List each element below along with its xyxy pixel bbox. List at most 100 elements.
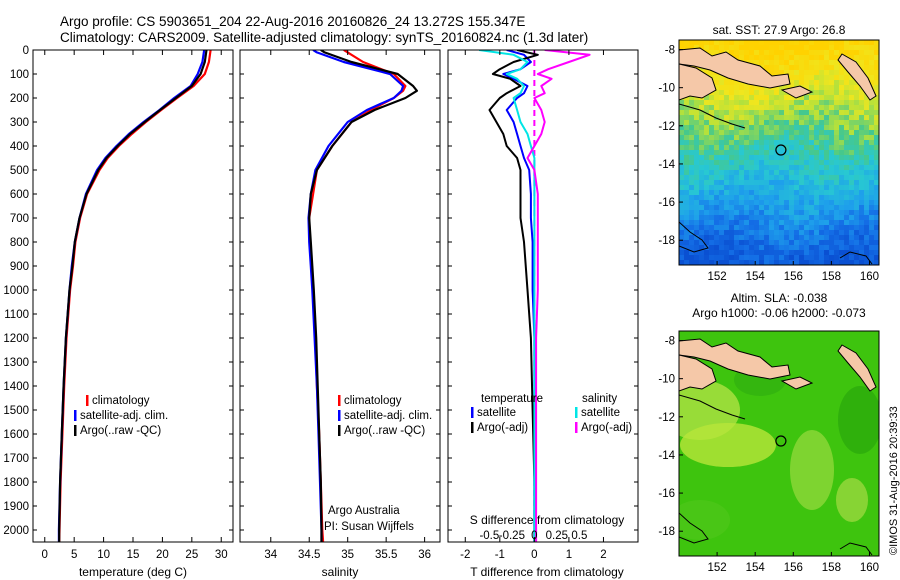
sst-cell — [699, 105, 704, 110]
sla-map-panel: Altim. SLA: -0.038 Argo h1000: -0.06 h20… — [658, 291, 880, 574]
sla-anomaly-blob — [836, 478, 868, 522]
sst-cell — [834, 125, 839, 130]
sst-cell — [834, 40, 839, 45]
sst-cell — [694, 135, 699, 140]
sst-cell — [834, 160, 839, 165]
sst-cell — [834, 200, 839, 205]
sst-cell — [694, 185, 699, 190]
sst-cell — [849, 190, 854, 195]
sst-cell — [814, 215, 819, 220]
sst-cell — [849, 75, 854, 80]
sst-cell — [814, 145, 819, 150]
sst-cell — [739, 185, 744, 190]
sst-cell — [874, 205, 879, 210]
map-y-tick-label: -10 — [658, 83, 675, 95]
sst-cell — [754, 240, 759, 245]
sst-cell — [814, 75, 819, 80]
sst-cell — [819, 160, 824, 165]
sst-cell — [834, 90, 839, 95]
sst-cell — [789, 175, 794, 180]
sst-cell — [874, 190, 879, 195]
sst-cell — [809, 110, 814, 115]
sst-cell — [679, 125, 684, 130]
sst-cell — [749, 230, 754, 235]
sst-cell — [869, 150, 874, 155]
sst-cell — [849, 175, 854, 180]
sst-cell — [844, 95, 849, 100]
sst-cell — [719, 165, 724, 170]
salinity-panel: 34 34.5 35 35.5 36 salinity climatology sate… — [239, 49, 441, 579]
sst-cell — [869, 75, 874, 80]
sst-cell — [779, 55, 784, 60]
sst-cell — [774, 225, 779, 230]
sst-cell — [804, 255, 809, 260]
sst-cell — [714, 120, 719, 125]
sst-cell — [799, 45, 804, 50]
sst-cell — [809, 60, 814, 65]
sst-cell — [864, 200, 869, 205]
sst-cell — [799, 40, 804, 45]
sst-cell — [789, 125, 794, 130]
sst-cell — [804, 145, 809, 150]
land-new-guinea — [679, 63, 717, 101]
sst-cell — [694, 215, 699, 220]
sst-cell — [809, 225, 814, 230]
sst-cell — [774, 255, 779, 260]
sst-cell — [814, 195, 819, 200]
sst-cell — [689, 190, 694, 195]
sst-cell — [799, 195, 804, 200]
sst-cell — [749, 50, 754, 55]
sst-cell — [834, 105, 839, 110]
sst-cell — [874, 125, 879, 130]
sst-cell — [869, 105, 874, 110]
sla-anomaly-blob — [838, 386, 879, 454]
sst-cell — [759, 150, 764, 155]
sst-cell — [694, 150, 699, 155]
sst-cell — [779, 50, 784, 55]
sst-cell — [859, 115, 864, 120]
sst-cell — [839, 40, 844, 45]
sst-cell — [859, 220, 864, 225]
sst-cell — [724, 135, 729, 140]
sst-cell — [724, 100, 729, 105]
sst-cell — [784, 170, 789, 175]
sst-cell — [754, 200, 759, 205]
sst-cell — [794, 105, 799, 110]
sst-cell — [859, 230, 864, 235]
sst-cell — [679, 145, 684, 150]
sst-cell — [814, 95, 819, 100]
sst-cell — [824, 130, 829, 135]
sst-cell — [819, 185, 824, 190]
sst-cell — [679, 135, 684, 140]
sst-cell — [794, 120, 799, 125]
sst-cell — [774, 85, 779, 90]
sst-cell — [734, 140, 739, 145]
sst-cell — [694, 140, 699, 145]
sst-cell — [784, 230, 789, 235]
sst-cell — [789, 210, 794, 215]
sst-cell — [704, 235, 709, 240]
sst-cell — [749, 110, 754, 115]
sst-cell — [714, 135, 719, 140]
sst-cell — [799, 165, 804, 170]
sst-cell — [779, 85, 784, 90]
sst-cell — [704, 40, 709, 45]
sst-cell — [859, 95, 864, 100]
sst-cell — [839, 165, 844, 170]
sst-cell — [754, 85, 759, 90]
sst-cell — [694, 120, 699, 125]
sst-cell — [834, 195, 839, 200]
sst-cell — [804, 70, 809, 75]
series-line-salinity-argo-adj- — [526, 50, 591, 542]
sst-cell — [694, 130, 699, 135]
sst-cell — [739, 170, 744, 175]
sst-cell — [874, 220, 879, 225]
sst-cell — [824, 190, 829, 195]
sst-cell — [844, 75, 849, 80]
sst-cell — [849, 90, 854, 95]
sst-cell — [804, 175, 809, 180]
sst-cell — [679, 120, 684, 125]
sst-cell — [759, 140, 764, 145]
sst-cell — [834, 80, 839, 85]
sst-cell — [759, 45, 764, 50]
